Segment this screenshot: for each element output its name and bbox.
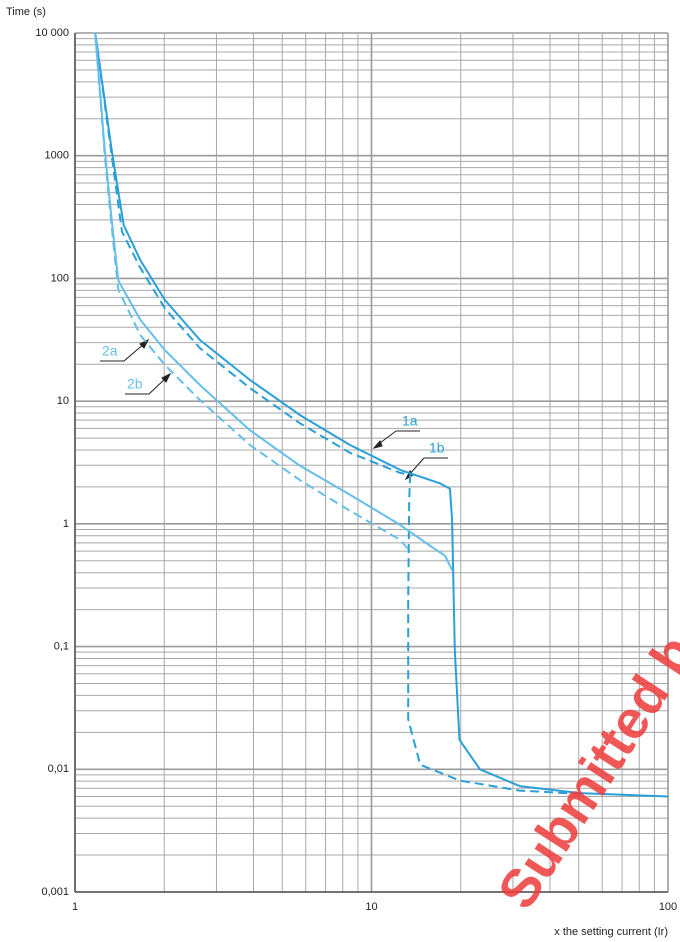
- curve: [94, 32, 581, 795]
- x-tick-label: 1: [72, 901, 78, 913]
- y-tick-label: 10 000: [35, 27, 69, 39]
- y-tick-label: 0,01: [48, 763, 69, 775]
- curve-label: 2b: [127, 376, 143, 392]
- curve: [94, 32, 669, 798]
- grid: 1 10 100 0,001 0,01 0,1 1 10 100 1000 10 000: [35, 27, 677, 913]
- watermark: Submitted b: [487, 625, 680, 919]
- arrow-2b: [125, 376, 168, 395]
- y-tick-label: 10: [57, 395, 69, 407]
- arrow-head: [139, 338, 150, 349]
- curve-label: 1b: [429, 440, 445, 456]
- curve: [94, 32, 453, 571]
- x-axis-label: x the setting current (Ir): [554, 926, 668, 938]
- y-tick-label: 1: [63, 518, 69, 530]
- curves: [94, 32, 669, 798]
- y-tick-label: 0,1: [54, 640, 69, 652]
- y-tick-label: 0,001: [41, 886, 69, 898]
- x-tick-label: 100: [659, 901, 677, 913]
- y-tick-label: 100: [51, 272, 69, 284]
- arrow-head: [161, 372, 172, 383]
- x-tick-label: 10: [365, 901, 377, 913]
- arrow-1b: [407, 457, 448, 477]
- arrow-2a: [100, 342, 146, 362]
- y-axis-label: Time (s): [6, 6, 46, 18]
- grid-lines: [74, 32, 669, 893]
- curve-label: 2a: [102, 343, 118, 359]
- y-tick-label: 1000: [45, 150, 69, 162]
- curve: [94, 32, 409, 550]
- arrow-head: [372, 440, 383, 449]
- curve-label: 1a: [402, 413, 418, 429]
- arrows: [100, 338, 448, 481]
